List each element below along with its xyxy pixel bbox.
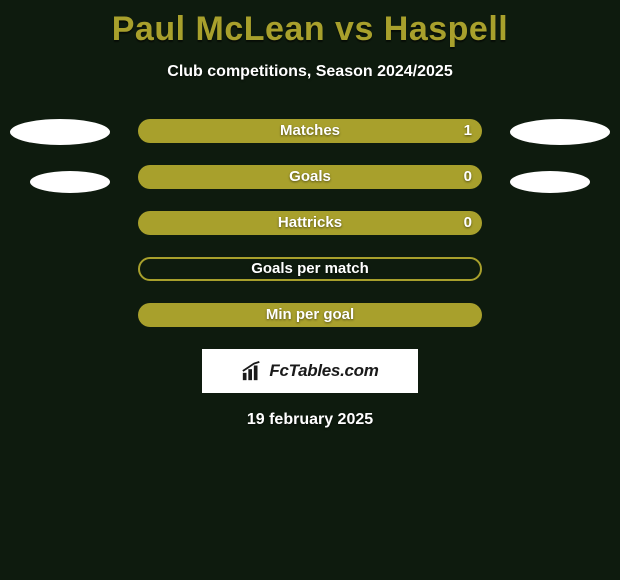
stat-label: Min per goal <box>266 306 354 323</box>
logo-box: FcTables.com <box>202 349 418 393</box>
stat-row-min-per-goal: Min per goal <box>138 303 482 327</box>
stat-value-right: 0 <box>464 165 472 189</box>
player-right-ellipse-2 <box>510 171 590 193</box>
stat-value-right: 0 <box>464 211 472 235</box>
stat-label: Goals <box>289 168 331 185</box>
stat-row-hattricks: Hattricks 0 <box>138 211 482 235</box>
stat-label: Goals per match <box>251 260 369 277</box>
stat-label: Hattricks <box>278 214 342 231</box>
stat-value-right: 1 <box>464 119 472 143</box>
page-subtitle: Club competitions, Season 2024/2025 <box>0 63 620 81</box>
date-text: 19 february 2025 <box>0 411 620 429</box>
chart-icon <box>241 360 263 382</box>
player-right-ellipse-1 <box>510 119 610 145</box>
player-left-ellipse-1 <box>10 119 110 145</box>
player-left-ellipse-2 <box>30 171 110 193</box>
stat-row-matches: Matches 1 <box>138 119 482 143</box>
comparison-chart: Matches 1 Goals 0 Hattricks 0 Goals per … <box>0 119 620 327</box>
stat-row-goals-per-match: Goals per match <box>138 257 482 281</box>
stat-label: Matches <box>280 122 340 139</box>
stat-bars: Matches 1 Goals 0 Hattricks 0 Goals per … <box>138 119 482 327</box>
page-title: Paul McLean vs Haspell <box>0 0 620 49</box>
stat-row-goals: Goals 0 <box>138 165 482 189</box>
logo-text: FcTables.com <box>269 361 378 381</box>
